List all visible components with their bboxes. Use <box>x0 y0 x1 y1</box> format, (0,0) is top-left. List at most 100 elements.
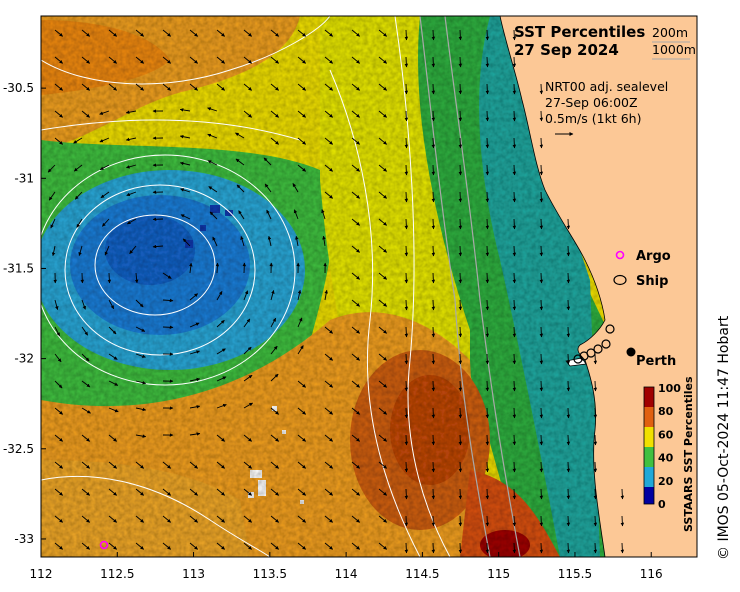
current-arrow <box>270 373 279 382</box>
current-arrow <box>216 542 225 550</box>
current-arrow <box>485 542 490 554</box>
current-arrow <box>351 29 360 37</box>
current-arrow <box>620 488 625 500</box>
current-arrow <box>322 235 326 247</box>
y-tick-label: -30.5 <box>3 81 34 95</box>
x-tick-label: 113.5 <box>253 567 287 581</box>
current-arrow <box>263 157 272 166</box>
current-arrow <box>404 542 409 554</box>
current-arrow <box>620 542 625 554</box>
current-arrow <box>512 407 517 419</box>
current-arrow <box>54 515 63 523</box>
current-arrow <box>54 461 63 469</box>
current-arrow <box>243 434 252 442</box>
current-arrow <box>126 218 137 225</box>
current-arrow <box>81 56 90 64</box>
current-arrow <box>378 110 387 118</box>
current-arrow <box>512 218 517 230</box>
current-arrow <box>180 188 191 193</box>
current-arrow <box>216 348 226 355</box>
current-arrow <box>378 380 387 388</box>
current-time-label: 27-Sep 06:00Z <box>545 95 638 110</box>
current-arrow <box>351 272 360 280</box>
current-arrow <box>297 29 306 37</box>
current-arrow <box>431 488 436 500</box>
colorbar-tick-label: 100 <box>658 382 681 395</box>
current-arrow <box>297 83 306 91</box>
current-arrow <box>162 56 171 64</box>
current-arrow <box>351 326 360 334</box>
current-arrow <box>180 214 191 220</box>
current-arrow <box>431 218 436 230</box>
current-arrow <box>243 374 253 382</box>
perth-marker <box>626 347 636 357</box>
current-arrow <box>243 402 254 409</box>
current-arrow <box>512 29 517 41</box>
y-tick-label: -32 <box>14 352 34 366</box>
current-arrow <box>270 56 279 64</box>
current-arrow <box>108 326 117 335</box>
current-arrow <box>539 164 544 176</box>
imos-credit: © IMOS 05-Oct-2024 11:47 Hobart <box>716 315 732 560</box>
current-arrow <box>134 272 139 284</box>
current-arrow <box>297 110 306 118</box>
current-arrow <box>108 515 117 523</box>
current-arrow <box>431 515 436 527</box>
current-arrow <box>458 272 463 284</box>
current-arrow <box>297 164 306 172</box>
current-arrow <box>539 434 544 446</box>
current-arrow <box>104 245 110 256</box>
current-arrow <box>162 461 171 469</box>
current-arrow <box>378 164 387 172</box>
current-arrow <box>404 29 409 41</box>
current-arrow <box>50 218 56 229</box>
current-arrow <box>431 380 436 392</box>
current-arrow <box>189 322 200 328</box>
current-arrow <box>512 380 517 392</box>
current-arrow <box>243 346 252 355</box>
current-arrow <box>404 56 409 68</box>
current-arrow <box>458 326 463 338</box>
current-arrow <box>297 461 306 469</box>
current-arrow <box>189 542 198 550</box>
x-tick-label: 114 <box>335 567 358 581</box>
current-arrow <box>512 353 517 365</box>
current-arrow <box>135 326 146 332</box>
current-arrow <box>431 299 436 311</box>
current-arrow <box>135 488 144 496</box>
current-arrow <box>108 380 119 386</box>
current-arrow <box>324 488 333 496</box>
current-arrow <box>108 29 117 37</box>
current-arrow <box>108 83 117 91</box>
current-arrow <box>295 235 299 247</box>
current-arrow <box>404 461 409 473</box>
current-arrow <box>458 245 463 257</box>
x-tick-label: 115.5 <box>558 567 592 581</box>
current-arrow <box>458 542 463 554</box>
current-arrow <box>216 83 225 91</box>
current-arrow <box>216 56 225 64</box>
current-arrow <box>404 353 409 365</box>
current-arrow <box>404 407 409 419</box>
current-arrow <box>539 380 544 392</box>
current-arrow <box>458 434 463 446</box>
current-arrow <box>404 299 409 311</box>
current-arrow <box>404 83 409 95</box>
current-arrow <box>129 245 137 254</box>
x-tick-label: 112 <box>30 567 53 581</box>
colorbar-tick-label: 40 <box>658 452 674 465</box>
current-arrow <box>108 434 117 442</box>
current-arrow <box>54 407 63 415</box>
current-arrow <box>264 183 272 193</box>
ship-track <box>573 324 615 364</box>
current-arrow <box>378 29 387 37</box>
current-arrow <box>135 407 147 412</box>
y-tick-label: -33 <box>14 532 34 546</box>
current-arrow <box>236 184 245 193</box>
current-arrow <box>189 405 201 409</box>
contour-200m-label: 200m <box>652 25 688 40</box>
current-arrow <box>126 191 137 197</box>
current-arrow <box>593 542 598 554</box>
current-source-label: NRT00 adj. sealevel <box>545 79 668 94</box>
current-arrow <box>81 83 90 91</box>
